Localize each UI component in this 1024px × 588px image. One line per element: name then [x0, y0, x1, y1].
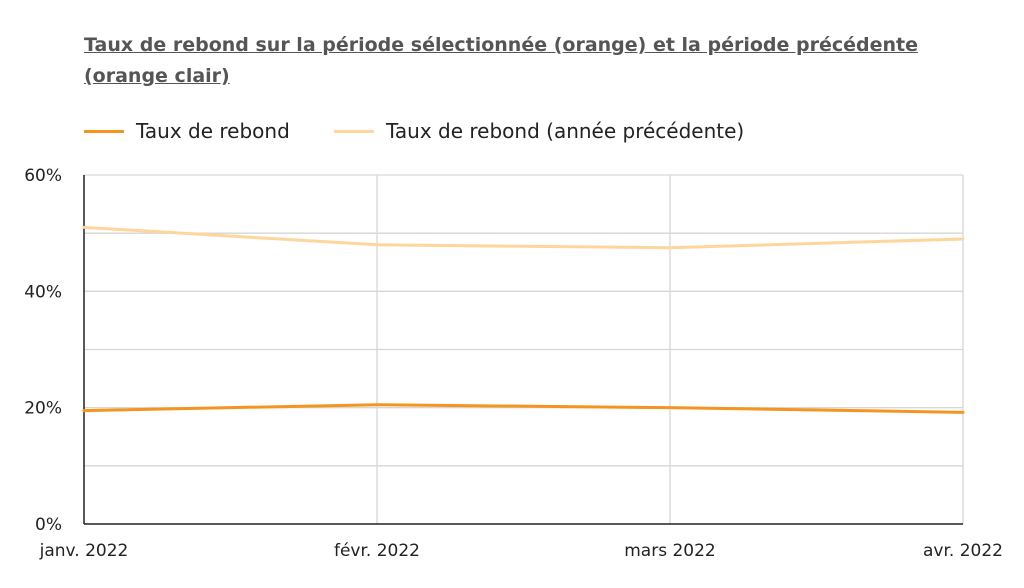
x-tick-label: avr. 2022	[923, 541, 1003, 561]
series-line-previous	[82, 225, 965, 250]
series-line-current	[82, 403, 965, 414]
legend-label-previous: Taux de rebond (année précédente)	[386, 119, 745, 143]
x-tick-label: janv. 2022	[39, 541, 129, 561]
legend-label-current: Taux de rebond	[136, 119, 290, 143]
chart-title: Taux de rebond sur la période sélectionn…	[84, 34, 919, 87]
legend-swatch-current	[84, 129, 124, 133]
y-tick-label: 60%	[24, 166, 62, 186]
x-tick-label: févr. 2022	[334, 541, 420, 561]
legend-swatch-previous	[334, 129, 374, 133]
legend-item-current: Taux de rebond	[84, 119, 290, 143]
y-tick-label: 0%	[35, 515, 62, 535]
y-tick-label: 20%	[24, 399, 62, 419]
x-tick-label: mars 2022	[624, 541, 716, 561]
y-tick-label: 40%	[24, 282, 62, 302]
legend-item-previous: Taux de rebond (année précédente)	[334, 119, 744, 143]
